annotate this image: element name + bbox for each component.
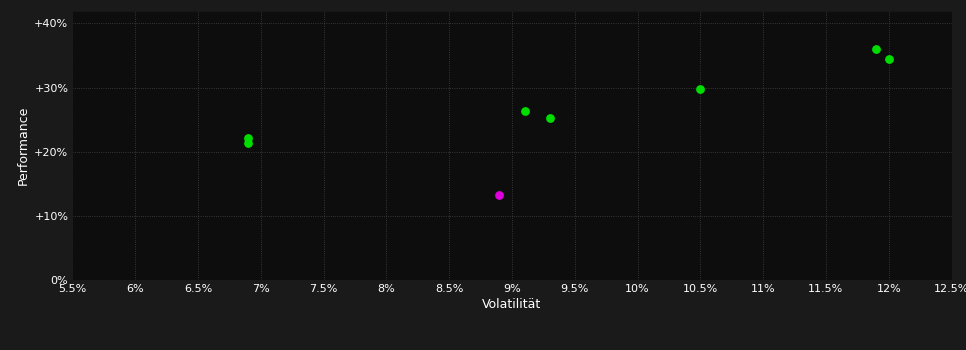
Point [241, 141, 256, 146]
Y-axis label: Performance: Performance [17, 106, 30, 185]
Point [881, 56, 896, 62]
Point [693, 86, 708, 92]
Point [517, 108, 532, 114]
Point [868, 46, 884, 52]
Point [542, 115, 557, 120]
Point [492, 193, 507, 198]
Point [241, 135, 256, 140]
X-axis label: Volatilität: Volatilität [482, 298, 542, 312]
